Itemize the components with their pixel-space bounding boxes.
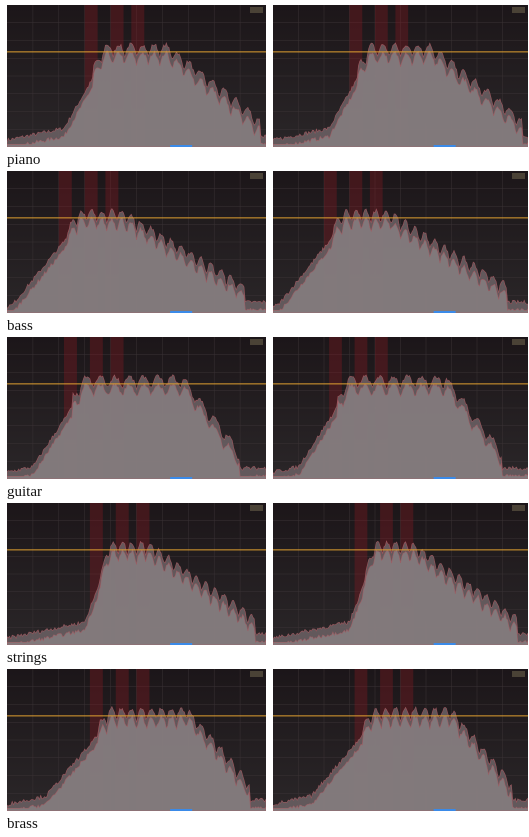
spectrum-panel [7,337,266,479]
instrument-label: guitar [7,483,42,501]
meter-box [512,505,525,511]
meter-box [512,7,525,13]
instrument-row: bass [0,171,529,337]
meter-box [250,173,263,179]
spectrum-panel [7,669,266,811]
scroll-indicator [170,145,192,147]
spectrum-panel [273,171,528,313]
scroll-indicator [170,477,192,479]
meter-box [250,339,263,345]
instrument-row: brass [0,669,529,835]
spectrum-panel [7,5,266,147]
spectrum-panel [273,337,528,479]
spectrum-panel [273,503,528,645]
meter-box [512,339,525,345]
scroll-indicator [170,311,192,313]
instrument-row: guitar [0,337,529,503]
scroll-indicator [434,311,456,313]
instrument-label: strings [7,649,47,667]
spectrum-panel [273,669,528,811]
scroll-indicator [434,809,456,811]
meter-box [512,173,525,179]
meter-box [250,505,263,511]
scroll-indicator [434,643,456,645]
page: pianobassguitarstringsbrass (() => { con… [0,0,529,837]
instrument-row: strings [0,503,529,669]
scroll-indicator [170,643,192,645]
scroll-indicator [434,477,456,479]
meter-box [512,671,525,677]
meter-box [250,671,263,677]
instrument-label: bass [7,317,33,335]
spectrum-panel [273,5,528,147]
instrument-label: brass [7,815,38,833]
instrument-label: piano [7,151,40,169]
scroll-indicator [170,809,192,811]
spectrum-panel [7,171,266,313]
spectrum-panel [7,503,266,645]
meter-box [250,7,263,13]
scroll-indicator [434,145,456,147]
instrument-row: piano [0,5,529,171]
